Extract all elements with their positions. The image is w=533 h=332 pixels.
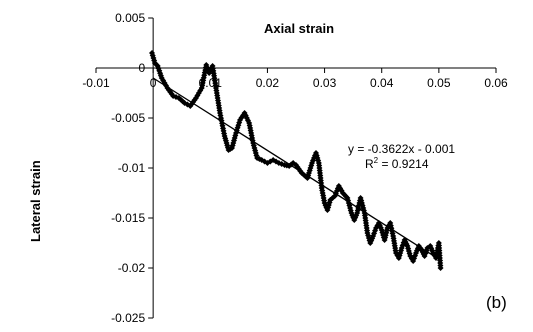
r-squared-value: = 0.9214 [378,157,429,171]
data-point [437,265,444,271]
x-tick-label: 0.03 [313,76,337,90]
x-axis-title: Axial strain [264,21,334,36]
y-tick-label: -0.005 [111,111,145,125]
x-tick-label: 0.06 [484,76,508,90]
trendline-equation: y = -0.3622x - 0.001 [348,142,455,156]
r-squared-prefix: R [365,157,374,171]
y-tick-label: 0 [138,61,145,75]
r-squared-label: R2 = 0.9214 [365,156,429,171]
trendline [152,77,443,262]
x-ticks: -0.01 0 0.01 0.02 0.03 0.04 0.05 0.06 [82,68,508,90]
x-tick-label: 0.02 [256,76,280,90]
y-tick-label: 0.005 [115,11,145,25]
y-ticks: 0.005 0 -0.005 -0.01 -0.015 -0.02 -0.025 [111,11,154,325]
r-squared-superscript: 2 [374,156,379,165]
y-tick-label: -0.025 [111,311,145,325]
x-tick-label: 0.04 [370,76,394,90]
y-tick-label: -0.015 [111,211,145,225]
panel-label: (b) [486,293,507,312]
y-tick-label: -0.02 [118,261,146,275]
y-tick-label: -0.01 [118,161,146,175]
x-tick-label: 0.05 [427,76,451,90]
x-tick-label: -0.01 [82,76,110,90]
y-axis-title: Lateral strain [28,160,43,242]
x-tick-label: 0 [150,76,157,90]
